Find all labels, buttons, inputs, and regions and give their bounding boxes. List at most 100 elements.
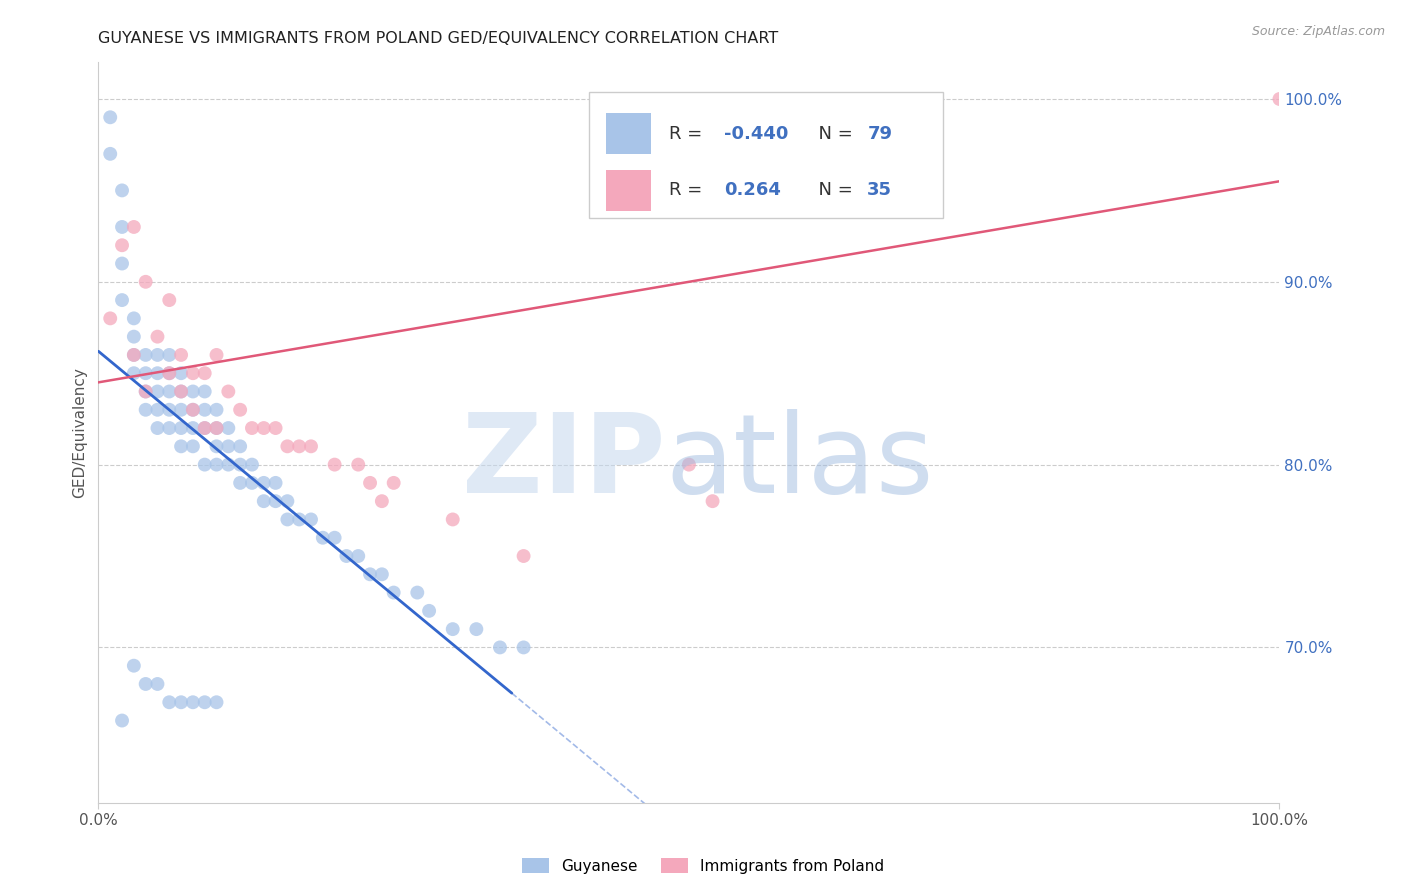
Point <box>276 494 298 508</box>
Text: R =: R = <box>669 125 707 143</box>
Point <box>229 402 252 417</box>
Point <box>229 458 252 472</box>
Point <box>170 695 193 709</box>
Text: -0.440: -0.440 <box>724 125 789 143</box>
Point <box>253 494 276 508</box>
Point <box>299 439 322 453</box>
Point <box>135 677 157 691</box>
Point <box>122 348 145 362</box>
Point <box>194 458 217 472</box>
Point <box>312 531 335 545</box>
Point <box>323 531 346 545</box>
Point <box>146 366 169 380</box>
Point <box>359 567 381 582</box>
Text: atlas: atlas <box>665 409 934 516</box>
Point <box>1268 92 1291 106</box>
Point <box>111 293 134 307</box>
Point <box>229 439 252 453</box>
Point <box>512 549 534 563</box>
Point <box>512 640 534 655</box>
Point <box>264 421 287 435</box>
Point <box>181 366 204 380</box>
Point <box>441 622 464 636</box>
Point <box>111 256 134 270</box>
Point <box>253 421 276 435</box>
Point <box>181 402 204 417</box>
Point <box>146 329 169 343</box>
Text: 35: 35 <box>868 181 893 199</box>
Point <box>217 439 239 453</box>
Point <box>678 458 700 472</box>
Point <box>205 421 228 435</box>
Text: GUYANESE VS IMMIGRANTS FROM POLAND GED/EQUIVALENCY CORRELATION CHART: GUYANESE VS IMMIGRANTS FROM POLAND GED/E… <box>98 31 779 46</box>
Point <box>264 475 287 490</box>
Bar <box>606 169 651 211</box>
Point <box>359 475 381 490</box>
Point <box>135 366 157 380</box>
Text: N =: N = <box>807 181 859 199</box>
Point <box>111 183 134 197</box>
Point <box>264 494 287 508</box>
Point <box>194 402 217 417</box>
Point <box>181 439 204 453</box>
Point <box>194 421 217 435</box>
Point <box>122 311 145 326</box>
Point <box>205 439 228 453</box>
Point <box>122 219 145 234</box>
Text: 0.264: 0.264 <box>724 181 782 199</box>
Point <box>288 439 311 453</box>
Text: 79: 79 <box>868 125 893 143</box>
Point <box>122 329 145 343</box>
Point <box>146 384 169 399</box>
Point <box>135 384 157 399</box>
Point <box>111 714 134 728</box>
Point <box>217 458 239 472</box>
Point <box>170 348 193 362</box>
Point <box>240 458 263 472</box>
Y-axis label: GED/Equivalency: GED/Equivalency <box>72 368 87 498</box>
Point <box>157 402 180 417</box>
Point <box>240 475 263 490</box>
Point <box>217 421 239 435</box>
Point <box>276 439 298 453</box>
Text: N =: N = <box>807 125 859 143</box>
Point <box>181 384 204 399</box>
Point <box>205 421 228 435</box>
Point <box>181 695 204 709</box>
Point <box>465 622 488 636</box>
Point <box>418 604 440 618</box>
Point <box>157 366 180 380</box>
Point <box>170 384 193 399</box>
Text: Source: ZipAtlas.com: Source: ZipAtlas.com <box>1251 25 1385 38</box>
Point <box>194 366 217 380</box>
Point <box>406 585 429 599</box>
Point <box>194 421 217 435</box>
Point <box>276 512 298 526</box>
Point <box>170 366 193 380</box>
Point <box>299 512 322 526</box>
Legend: Guyanese, Immigrants from Poland: Guyanese, Immigrants from Poland <box>516 852 890 880</box>
Point <box>170 421 193 435</box>
Point <box>382 475 405 490</box>
Point <box>146 677 169 691</box>
Bar <box>606 113 651 154</box>
Point <box>288 512 311 526</box>
Point <box>135 402 157 417</box>
Point <box>489 640 512 655</box>
Point <box>181 421 204 435</box>
Point <box>98 146 121 161</box>
Text: ZIP: ZIP <box>463 409 665 516</box>
Point <box>111 219 134 234</box>
Point <box>170 384 193 399</box>
Point <box>157 695 180 709</box>
Point <box>323 458 346 472</box>
Point <box>111 238 134 252</box>
Point <box>135 348 157 362</box>
Point <box>217 384 239 399</box>
Point <box>135 384 157 399</box>
Point <box>146 402 169 417</box>
Point <box>347 458 370 472</box>
Point <box>335 549 357 563</box>
Point <box>98 110 121 124</box>
Point <box>170 439 193 453</box>
